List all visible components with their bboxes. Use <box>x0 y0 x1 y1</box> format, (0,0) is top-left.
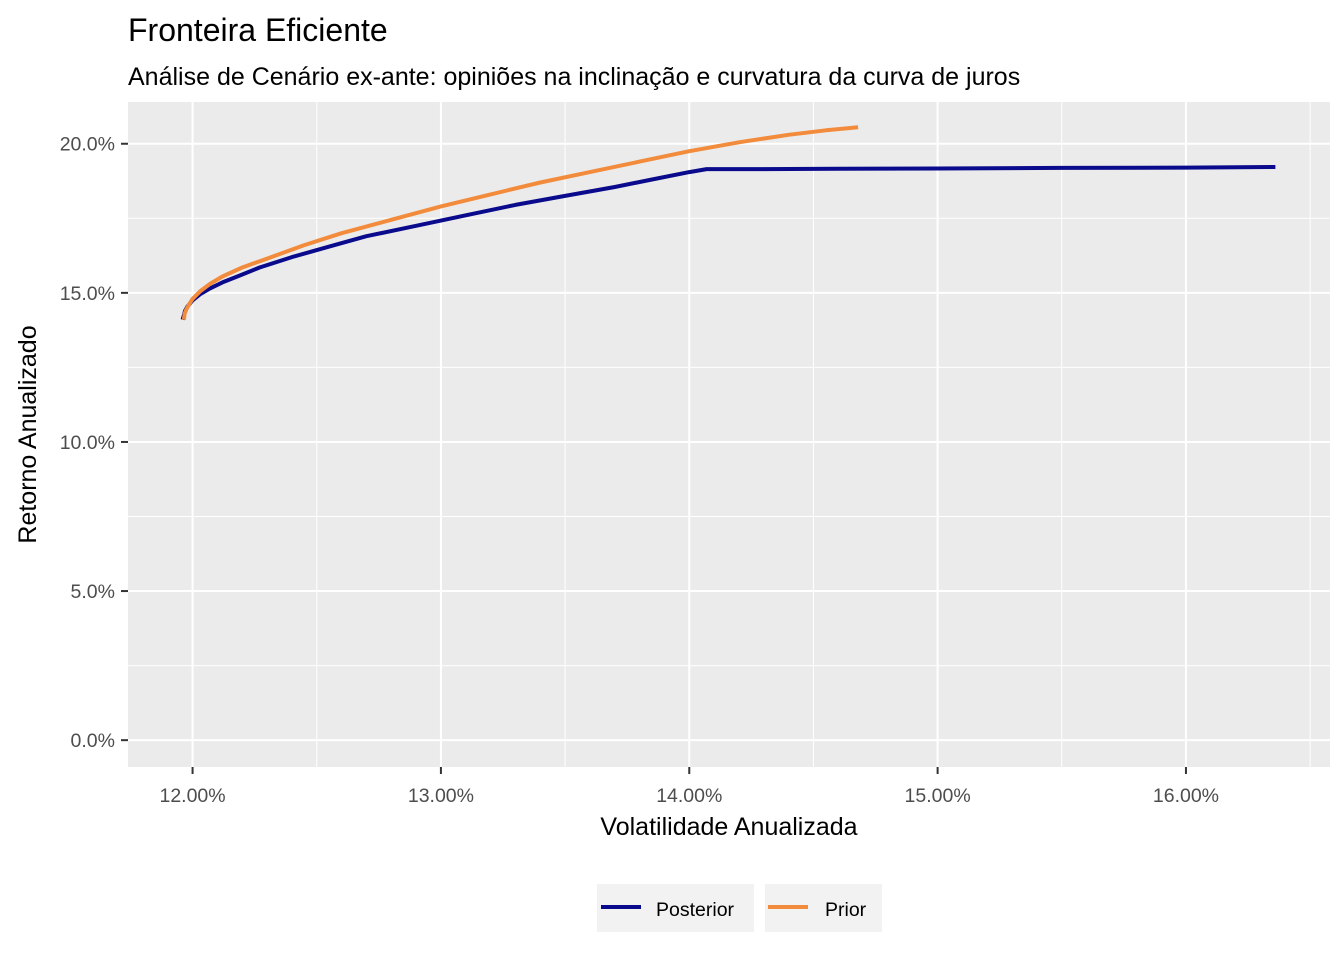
x-tick-label: 13.00% <box>408 785 474 807</box>
y-tick-label: 5.0% <box>71 581 115 603</box>
x-tick-label: 12.00% <box>159 785 225 807</box>
tick-labels: 12.00% 13.00% 14.00% 15.00% 16.00% 0.0% 5.0% 10… <box>60 134 1219 807</box>
legend-label-prior: Prior <box>825 899 867 921</box>
chart-title: Fronteira Eficiente <box>128 12 388 48</box>
x-axis-title: Volatilidade Anualizada <box>600 813 857 841</box>
y-tick-label: 10.0% <box>60 432 115 454</box>
y-tick-label: 15.0% <box>60 283 115 305</box>
legend-label-posterior: Posterior <box>656 899 735 921</box>
chart-subtitle: Análise de Cenário ex-ante: opiniões na … <box>128 63 1020 91</box>
series-line-prior <box>181 125 859 320</box>
y-axis-title: Retorno Anualizado <box>14 325 42 543</box>
y-tick-label: 20.0% <box>60 134 115 156</box>
series-lines <box>180 125 1276 321</box>
axis-ticks <box>121 142 1187 774</box>
x-tick-label: 16.00% <box>1153 785 1219 807</box>
legend: Posterior Prior <box>597 884 882 932</box>
minor-gridlines <box>128 102 1330 767</box>
x-tick-label: 14.00% <box>656 785 722 807</box>
major-gridlines <box>128 102 1330 767</box>
x-tick-label: 15.00% <box>905 785 971 807</box>
plot-panel <box>128 102 1330 767</box>
y-tick-label: 0.0% <box>71 730 115 752</box>
